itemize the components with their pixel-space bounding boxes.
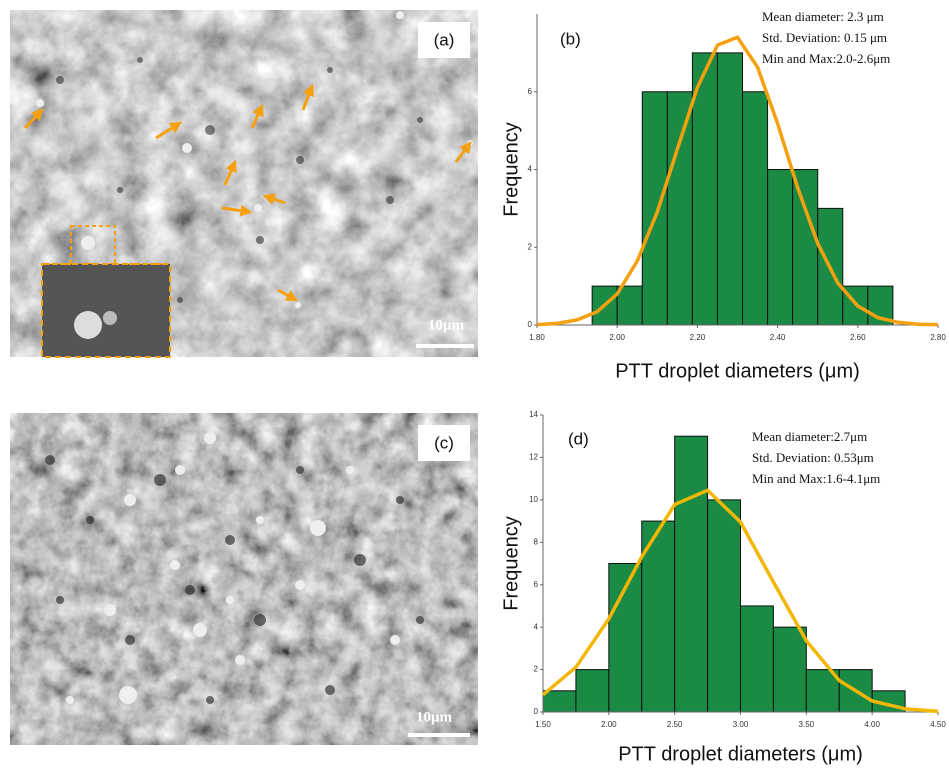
y-tick-label: 4 bbox=[528, 165, 533, 174]
histogram-bar bbox=[667, 92, 692, 325]
annotation: Mean diameter: 2.3 μm bbox=[762, 9, 884, 24]
y-tick-label: 6 bbox=[528, 87, 533, 96]
histogram-bar bbox=[642, 92, 667, 325]
histogram-bar bbox=[576, 670, 609, 712]
x-tick-label: 2.80 bbox=[930, 333, 946, 342]
y-tick-label: 6 bbox=[534, 580, 539, 589]
histogram-bar bbox=[768, 170, 793, 326]
panel-label: (c) bbox=[434, 433, 454, 452]
x-tick-label: 4.00 bbox=[864, 720, 880, 729]
scale-bar-label: 10μm bbox=[428, 317, 465, 333]
histogram-bar bbox=[743, 92, 768, 325]
x-tick-label: 3.50 bbox=[799, 720, 815, 729]
y-axis-title: Frequency bbox=[500, 122, 522, 217]
y-tick-label: 10 bbox=[529, 495, 538, 504]
annotation: Std. Deviation: 0.15 μm bbox=[762, 30, 887, 45]
panel-label: (b) bbox=[560, 29, 581, 48]
annotation: Min and Max:1.6-4.1μm bbox=[752, 471, 880, 486]
x-tick-label: 2.20 bbox=[690, 333, 706, 342]
y-tick-label: 14 bbox=[529, 410, 538, 419]
y-tick-label: 8 bbox=[534, 537, 539, 546]
histogram-bar bbox=[717, 53, 742, 325]
figure: (a) 10μm (c) 10μm 0 2 4 6 1.80 2.00 2.20 2.40 2.… bbox=[0, 0, 949, 770]
histogram-bar bbox=[741, 606, 774, 712]
scale-bar-label: 10μm bbox=[416, 709, 453, 725]
x-tick-label: 2.00 bbox=[601, 720, 617, 729]
x-axis-title: PTT droplet diameters (μm) bbox=[618, 743, 863, 765]
x-tick-label: 1.80 bbox=[529, 333, 545, 342]
histogram-bar bbox=[543, 691, 576, 712]
sem-image-c: (c) 10μm bbox=[10, 413, 478, 745]
x-axis-title: PTT droplet diameters (μm) bbox=[615, 360, 860, 382]
histogram-bar bbox=[675, 436, 708, 712]
panel-label: (a) bbox=[434, 30, 455, 49]
histogram-bar bbox=[773, 627, 806, 712]
x-tick-label: 4.50 bbox=[930, 720, 946, 729]
panel-label: (d) bbox=[568, 429, 589, 448]
annotation: Std. Deviation: 0.53μm bbox=[752, 450, 874, 465]
y-tick-label: 2 bbox=[534, 665, 539, 674]
histogram-bar bbox=[708, 500, 741, 712]
histogram-bar bbox=[617, 286, 642, 325]
y-tick-label: 2 bbox=[528, 242, 533, 251]
histogram-bar bbox=[793, 170, 818, 326]
x-tick-label: 1.50 bbox=[535, 720, 551, 729]
y-axis-title: Frequency bbox=[500, 516, 522, 611]
x-tick-label: 2.60 bbox=[850, 333, 866, 342]
y-tick-label: 12 bbox=[529, 453, 538, 462]
x-tick-label: 3.00 bbox=[733, 720, 749, 729]
x-tick-label: 2.40 bbox=[770, 333, 786, 342]
x-tick-label: 2.00 bbox=[609, 333, 625, 342]
sem-image-a: (a) 10μm bbox=[10, 10, 478, 357]
y-tick-label: 4 bbox=[534, 622, 539, 631]
y-tick-label: 0 bbox=[528, 320, 533, 329]
x-tick-label: 2.50 bbox=[667, 720, 683, 729]
y-tick-label: 0 bbox=[534, 707, 539, 716]
annotation: Mean diameter:2.7μm bbox=[752, 429, 867, 444]
annotation: Min and Max:2.0-2.6μm bbox=[762, 51, 890, 66]
